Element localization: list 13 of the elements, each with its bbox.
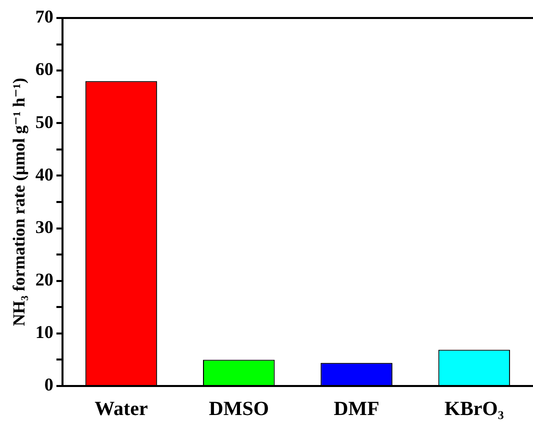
- y-tick-label: 50: [35, 112, 54, 132]
- y-axis-title: NH₃ formation rate (μmol g⁻¹ h⁻¹): [10, 78, 29, 326]
- y-tick-label: 30: [35, 216, 54, 237]
- y-tick-label: 60: [35, 59, 54, 80]
- x-tick-label: DMSO: [208, 398, 269, 420]
- y-tick-label: 70: [35, 6, 54, 27]
- x-tick-label: KBrO₃: [444, 398, 504, 420]
- y-tick-label: 40: [35, 164, 54, 184]
- y-tick-label: 20: [35, 270, 54, 290]
- y-tick-label: 10: [35, 322, 54, 342]
- x-tick-label: Water: [94, 398, 148, 420]
- x-tick-label: DMF: [334, 398, 380, 420]
- y-tick-label: 0: [44, 374, 54, 395]
